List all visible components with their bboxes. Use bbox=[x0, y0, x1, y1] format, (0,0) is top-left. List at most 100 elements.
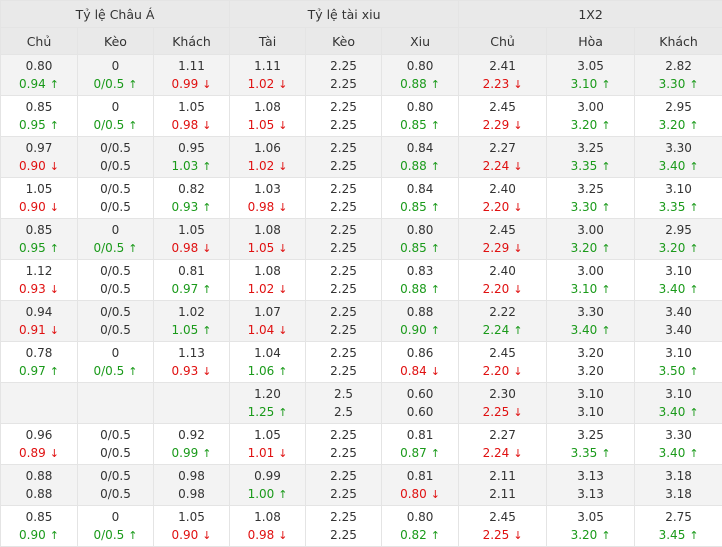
current-value-text: 3.35 bbox=[571, 446, 598, 460]
opening-value: 2.25 bbox=[306, 180, 381, 198]
current-value: 3.18 bbox=[635, 485, 722, 503]
col-header-draw: Hòa bbox=[547, 28, 635, 55]
opening-value: 0/0.5 bbox=[78, 262, 153, 280]
current-value: 0.84↓ bbox=[382, 362, 458, 380]
current-value-text: 3.30 bbox=[571, 200, 598, 214]
current-value-text: 2.25 bbox=[330, 364, 357, 378]
opening-value: 2.25 bbox=[306, 303, 381, 321]
current-value: 0.94↑ bbox=[1, 75, 77, 93]
current-value-text: 1.05 bbox=[248, 241, 275, 255]
group-header-asian-handicap: Tỷ lệ Châu Á bbox=[1, 1, 230, 28]
col-header-line: Kèo bbox=[306, 28, 382, 55]
arrow-up-icon: ↑ bbox=[689, 242, 698, 255]
current-value-text: 0.95 bbox=[19, 241, 46, 255]
opening-value: 2.25 bbox=[306, 221, 381, 239]
current-value-text: 2.25 bbox=[330, 77, 357, 91]
opening-value: 0.80 bbox=[382, 221, 458, 239]
arrow-up-icon: ↑ bbox=[601, 242, 610, 255]
current-value: 2.25 bbox=[306, 116, 381, 134]
current-value: 3.30↑ bbox=[635, 75, 722, 93]
current-value: 0/0.5↑ bbox=[78, 239, 153, 257]
arrow-up-icon: ↑ bbox=[431, 119, 440, 132]
arrow-up-icon: ↑ bbox=[50, 529, 59, 542]
opening-value: 2.25 bbox=[306, 98, 381, 116]
arrow-up-icon: ↑ bbox=[431, 283, 440, 296]
current-value: 2.25 bbox=[306, 75, 381, 93]
current-value: 0.88↑ bbox=[382, 75, 458, 93]
opening-value: 0 bbox=[78, 57, 153, 75]
current-value-text: 0.88 bbox=[400, 282, 427, 296]
current-value-text: 2.25 bbox=[330, 282, 357, 296]
opening-value: 1.05 bbox=[154, 221, 229, 239]
opening-value: 3.00 bbox=[547, 221, 634, 239]
opening-value: 2.22 bbox=[459, 303, 546, 321]
opening-value: 1.11 bbox=[154, 57, 229, 75]
opening-value: 3.10 bbox=[635, 385, 722, 403]
arrow-up-icon: ↑ bbox=[431, 529, 440, 542]
current-value: 2.25 bbox=[306, 526, 381, 544]
column-header-row: Chủ Kèo Khách Tài Kèo Xiu Chủ Hòa Khách bbox=[1, 28, 722, 55]
current-value-text: 1.00 bbox=[248, 487, 275, 501]
current-value-text: 0.93 bbox=[172, 364, 199, 378]
current-value: 0.87↑ bbox=[382, 444, 458, 462]
opening-value: 0/0.5 bbox=[78, 426, 153, 444]
arrow-down-icon: ↓ bbox=[513, 78, 522, 91]
arrow-up-icon: ↑ bbox=[431, 160, 440, 173]
opening-value: 0/0.5 bbox=[78, 467, 153, 485]
opening-value: 0 bbox=[78, 221, 153, 239]
current-value: 0.82↑ bbox=[382, 526, 458, 544]
current-value-text: 0.98 bbox=[248, 528, 275, 542]
opening-value: 0.78 bbox=[1, 344, 77, 362]
arrow-up-icon: ↑ bbox=[128, 529, 137, 542]
opening-value: 0.85 bbox=[1, 508, 77, 526]
opening-value bbox=[1, 385, 77, 403]
arrow-up-icon: ↑ bbox=[278, 488, 287, 501]
arrow-up-icon: ↑ bbox=[601, 201, 610, 214]
current-value: 3.20↑ bbox=[635, 116, 722, 134]
current-value-text: 0/0.5 bbox=[100, 487, 131, 501]
current-value-text: 1.05 bbox=[172, 323, 199, 337]
arrow-up-icon: ↑ bbox=[431, 201, 440, 214]
current-value: 3.40 bbox=[635, 321, 722, 339]
current-value-text: 3.40 bbox=[659, 446, 686, 460]
current-value-text: 0.90 bbox=[19, 200, 46, 214]
current-value: 0/0.5 bbox=[78, 485, 153, 503]
arrow-up-icon: ↑ bbox=[431, 447, 440, 460]
opening-value: 1.08 bbox=[230, 98, 305, 116]
current-value-text: 0.97 bbox=[172, 282, 199, 296]
opening-value: 1.05 bbox=[154, 98, 229, 116]
col-header-handicap: Kèo bbox=[78, 28, 154, 55]
